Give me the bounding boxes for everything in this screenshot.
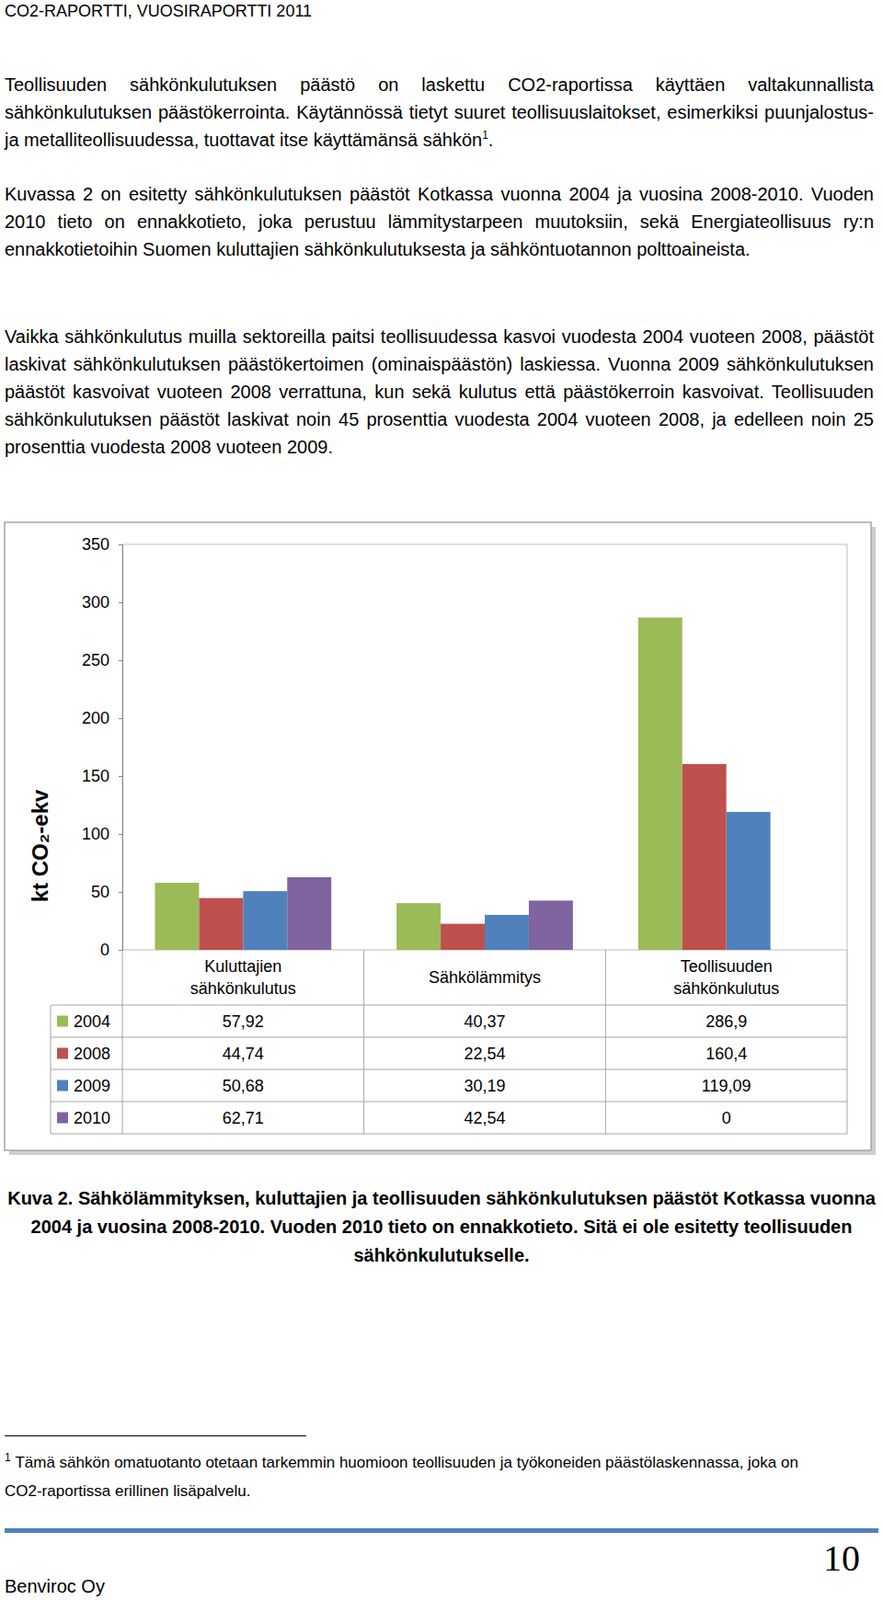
footnote-mark: 1 — [4, 1451, 12, 1465]
legend-entry: 2010 — [73, 1109, 111, 1128]
chart-frame — [4, 522, 872, 1151]
tick-mark — [118, 950, 123, 952]
value-label: 119,09 — [701, 1077, 752, 1096]
bar — [440, 924, 485, 951]
tick: 300 — [81, 593, 123, 612]
bar — [154, 883, 199, 951]
table-line — [50, 1134, 848, 1136]
table-line — [50, 1101, 848, 1103]
tick: 150 — [81, 767, 123, 786]
y-axis: 0 50 100 150 200 250 300 350 — [81, 535, 124, 960]
category-label: Sähkölämmitys — [428, 968, 541, 987]
tick: 250 — [81, 651, 123, 670]
page-number: 10 — [823, 1537, 861, 1581]
footer-text: Benviroc Oy — [4, 1574, 105, 1599]
table-line — [847, 950, 849, 1135]
bar — [638, 618, 683, 951]
tick-label: 0 — [100, 940, 110, 960]
legend-entry: 2009 — [73, 1077, 111, 1096]
paragraph: Kuvassa 2 on esitetty sähkönkulutuksen p… — [4, 180, 874, 264]
table-line — [50, 1069, 848, 1071]
value-label: 22,54 — [463, 1044, 505, 1064]
axis-title: kt CO₂-ekv — [27, 789, 53, 903]
bar — [528, 900, 574, 951]
tick-label: 350 — [81, 535, 110, 554]
bar — [770, 950, 815, 952]
tick: 50 — [91, 883, 123, 902]
tick: 350 — [81, 535, 123, 554]
tick-label: 150 — [81, 767, 110, 786]
value-label: 42,54 — [463, 1109, 505, 1128]
plot-frame — [122, 544, 848, 951]
bar — [396, 903, 441, 951]
tick-label: 200 — [81, 709, 110, 728]
table-line — [122, 950, 124, 1135]
tick-mark — [118, 892, 123, 894]
table-line — [50, 1037, 848, 1039]
value-label: 57,92 — [222, 1012, 264, 1032]
bar — [682, 764, 727, 951]
legend-swatch — [57, 1048, 69, 1060]
chart: 0 50 100 150 200 250 300 350 kt CO₂-ekv Kuluttaji… — [0, 515, 883, 1164]
tick-mark — [118, 602, 123, 604]
tick-label: 300 — [81, 593, 110, 612]
value-label: 40,37 — [463, 1012, 505, 1032]
paragraph-text: Teollisuuden sähkönkulutuksen päästö on … — [4, 74, 874, 150]
legend-entry: 2008 — [73, 1044, 111, 1064]
tick-mark — [118, 544, 123, 546]
value-label: 286,9 — [705, 1012, 747, 1032]
tick-label: 50 — [91, 883, 110, 902]
legend-swatch — [57, 1080, 69, 1092]
tick-label: 100 — [81, 825, 110, 844]
legend-swatch — [57, 1112, 69, 1124]
data-table: Kuluttajiensähkönkulutus Sähkölämmitys Teo… — [50, 950, 848, 1135]
value-label: 30,19 — [463, 1077, 505, 1096]
value-label: 62,71 — [222, 1109, 264, 1128]
bar — [726, 812, 771, 951]
page-header: CO2-RAPORTTI, VUOSIRAPORTTI 2011 — [4, 0, 312, 23]
footnote-ref: 1 — [481, 128, 489, 142]
paragraph: Vaikka sähkönkulutus muilla sektoreilla … — [4, 322, 874, 461]
tick: 100 — [81, 825, 123, 844]
spacer — [11, 1454, 16, 1472]
bars — [154, 618, 770, 951]
value-label: 44,74 — [222, 1044, 264, 1064]
footer-rule — [4, 1528, 879, 1534]
footnote: 1 Tämä sähkön omatuotanto otetaan tarkem… — [4, 1448, 833, 1506]
paragraph: Teollisuuden sähkönkulutuksen päästö on … — [4, 70, 874, 154]
tick-mark — [118, 718, 123, 720]
footnote-rule — [4, 1435, 307, 1437]
table-line — [363, 950, 365, 1135]
tick-mark — [118, 660, 123, 662]
legend-swatch — [57, 1016, 69, 1028]
table-line — [605, 950, 607, 1135]
legend-entry: 2004 — [73, 1012, 111, 1032]
paragraph-text: Vaikka sähkönkulutus muilla sektoreilla … — [4, 326, 874, 458]
table-line — [50, 1005, 848, 1007]
value-label: 50,68 — [222, 1077, 264, 1096]
footnote-text: Tämä sähkön omatuotanto otetaan tarkemmi… — [4, 1454, 799, 1501]
tick-label: 250 — [81, 651, 110, 670]
bar — [286, 877, 332, 951]
axis-line — [118, 545, 124, 952]
paragraph-text: . — [488, 129, 494, 150]
category-label: Teollisuudensähkönkulutus — [673, 957, 780, 998]
tick: 200 — [81, 709, 123, 728]
value-label: 160,4 — [705, 1044, 747, 1064]
bar — [242, 891, 287, 951]
tick-mark — [118, 834, 123, 836]
bar — [198, 898, 243, 951]
figure-caption: Kuva 2. Sähkölämmityksen, kuluttajien ja… — [4, 1184, 879, 1271]
bar — [484, 915, 529, 951]
tick: 0 — [100, 940, 123, 960]
paragraph-text: Kuvassa 2 on esitetty sähkönkulutuksen p… — [4, 183, 874, 260]
category-label: Kuluttajiensähkönkulutus — [190, 957, 297, 998]
value-label: 0 — [722, 1109, 732, 1128]
tick-mark — [118, 776, 123, 778]
